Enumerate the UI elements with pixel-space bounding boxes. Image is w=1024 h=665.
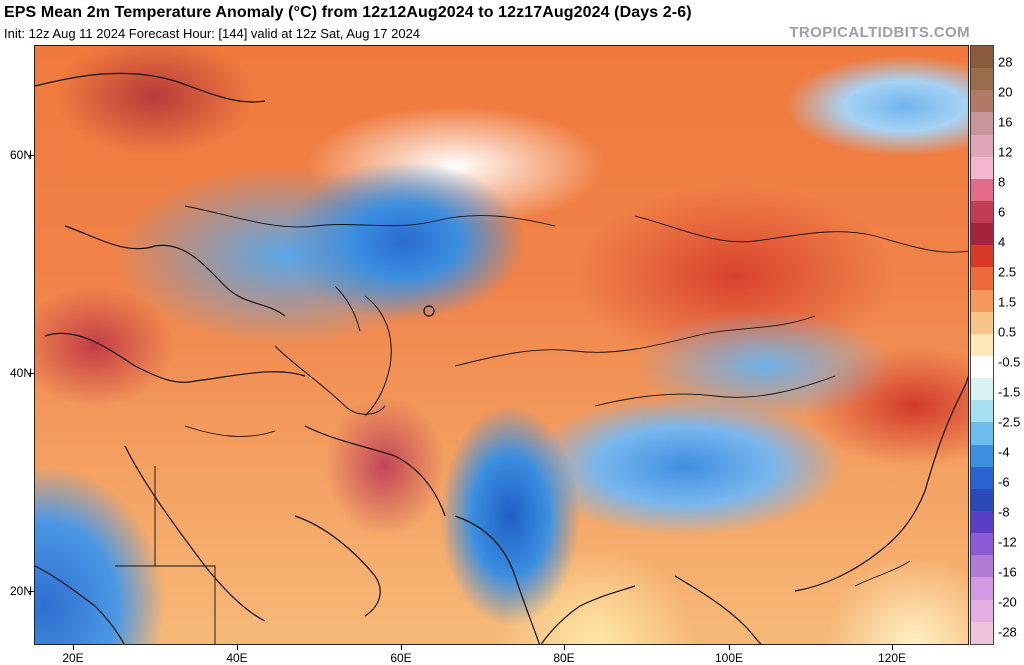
colorbar-label: -4 — [998, 444, 1010, 460]
colorbar-segment — [971, 422, 993, 445]
colorbar-label: -28 — [998, 624, 1017, 640]
colorbar-segment — [971, 68, 993, 91]
latitude-label: 60N — [9, 148, 32, 162]
longitude-tick — [564, 645, 565, 650]
forecast-info: Init: 12z Aug 11 2024 Forecast Hour: [14… — [4, 26, 421, 41]
colorbar-label: -0.5 — [998, 354, 1021, 370]
latitude-label: 20N — [9, 584, 32, 598]
colorbar-segment — [971, 289, 993, 312]
latitude-tick — [29, 591, 34, 592]
colorbar-segment — [971, 510, 993, 534]
colorbar-segment — [971, 200, 993, 224]
colorbar-segment — [971, 533, 993, 556]
colorbar-label: 20 — [998, 84, 1013, 100]
colorbar-segment — [971, 112, 993, 135]
colorbar-segment — [971, 621, 993, 644]
colorbar-segment — [971, 156, 993, 179]
colorbar-segment — [971, 555, 993, 578]
colorbar-label: -8 — [998, 504, 1010, 520]
colorbar-label: 16 — [998, 114, 1013, 130]
colorbar — [970, 45, 994, 645]
map-title: EPS Mean 2m Temperature Anomaly (°C) fro… — [4, 4, 692, 21]
longitude-tick — [401, 645, 402, 650]
colorbar-segment — [971, 90, 993, 113]
longitude-tick — [729, 645, 730, 650]
colorbar-segment — [971, 223, 993, 246]
colorbar-label: -1.5 — [998, 384, 1021, 400]
colorbar-label: 0.5 — [998, 324, 1017, 340]
longitude-tick — [237, 645, 238, 650]
colorbar-segment — [971, 134, 993, 157]
colorbar-label: 28 — [998, 54, 1013, 70]
colorbar-segment — [971, 355, 993, 379]
colorbar-label: 1.5 — [998, 294, 1017, 310]
colorbar-segment — [971, 333, 993, 356]
colorbar-label: -12 — [998, 534, 1017, 550]
colorbar-label: 12 — [998, 144, 1013, 160]
latitude-tick — [29, 373, 34, 374]
colorbar-segment — [971, 466, 993, 489]
colorbar-segment — [971, 599, 993, 622]
colorbar-segment — [971, 400, 993, 423]
longitude-label: 100E — [714, 651, 744, 665]
latitude-label: 40N — [9, 366, 32, 380]
colorbar-label: -2.5 — [998, 414, 1021, 430]
colorbar-segment — [971, 378, 993, 401]
longitude-label: 80E — [553, 651, 575, 665]
colorbar-label: -16 — [998, 564, 1017, 580]
colorbar-segment — [971, 311, 993, 334]
colorbar-label: 8 — [998, 174, 1006, 190]
coastline-overlay — [35, 72, 968, 644]
colorbar-segment — [971, 245, 993, 268]
brand-watermark: TROPICALTIDBITS.COM — [789, 24, 970, 41]
colorbar-label: -6 — [998, 474, 1010, 490]
longitude-tick — [892, 645, 893, 650]
colorbar-segment — [971, 488, 993, 511]
colorbar-segment — [971, 267, 993, 290]
longitude-label: 60E — [390, 651, 412, 665]
longitude-label: 20E — [62, 651, 84, 665]
colorbar-label: 4 — [998, 234, 1006, 250]
colorbar-segment — [971, 46, 993, 69]
latitude-tick — [29, 155, 34, 156]
colorbar-segment — [971, 577, 993, 600]
temperature-anomaly-map[interactable] — [34, 45, 969, 645]
colorbar-segment — [971, 178, 993, 201]
colorbar-label: -20 — [998, 594, 1017, 610]
longitude-label: 120E — [877, 651, 907, 665]
colorbar-label: 6 — [998, 204, 1006, 220]
colorbar-label: 2.5 — [998, 264, 1017, 280]
longitude-label: 40E — [226, 651, 248, 665]
colorbar-segment — [971, 444, 993, 467]
longitude-tick — [73, 645, 74, 650]
